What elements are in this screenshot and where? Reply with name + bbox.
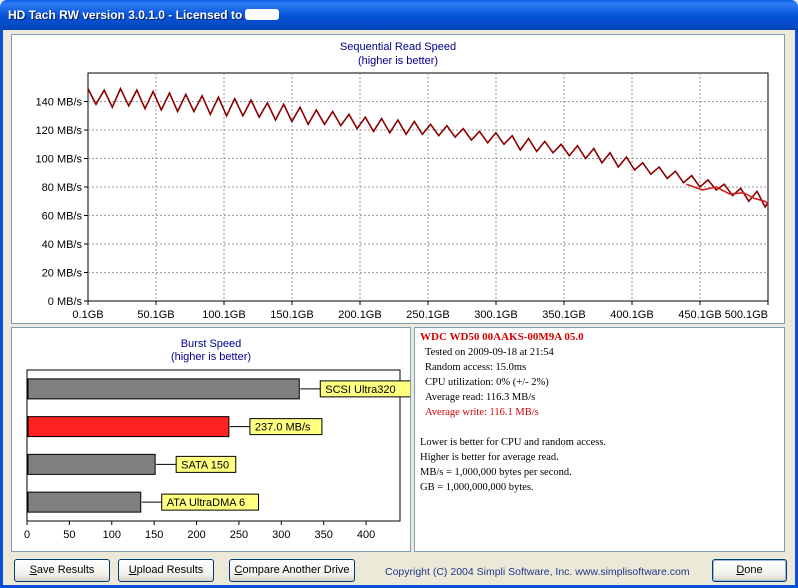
burst-x-tick-label: 50 xyxy=(63,529,75,541)
sequential-chart-title: Sequential Read Speed xyxy=(339,41,457,53)
y-tick-label: 80 MB/s xyxy=(42,182,83,194)
burst-speed-chart: 0 50 100 150 200 250 300 350 400 SCSI Ultra320 237… xyxy=(24,369,410,541)
note-line: Higher is better for average read. xyxy=(420,452,559,463)
save-results-label: ave Results xyxy=(36,564,95,576)
done-hotkey: D xyxy=(736,564,745,576)
random-access: Random access: 15.0ms xyxy=(425,362,527,373)
burst-chart-title: Burst Speed xyxy=(180,338,242,350)
x-tick-label: 450.1GB xyxy=(678,309,721,321)
tested-on: Tested on 2009-09-18 at 21:54 xyxy=(425,347,554,358)
window-frame xyxy=(0,30,798,588)
copyright-text: Copyright (C) 2004 Simpli Software, Inc.… xyxy=(385,566,690,578)
y-tick-label: 20 MB/s xyxy=(42,268,83,280)
window-title: HD Tach RW version 3.0.1.0 - Licensed to xyxy=(8,8,280,22)
write-speed-line xyxy=(686,183,769,205)
cpu-utilization: CPU utilization: 0% (+/- 2%) xyxy=(425,377,549,388)
sequential-read-chart: 0.1GB 50.1GB 100.1GB 150.1GB 200.1GB 250.1GB 3… xyxy=(36,72,769,321)
upload-results-label: pload Results xyxy=(136,564,204,576)
x-tick-label: 350.1GB xyxy=(542,309,585,321)
x-tick-label: 500.1GB xyxy=(725,309,768,321)
average-write: Average write: 116.1 MB/s xyxy=(425,407,539,418)
average-read: Average read: 116.3 MB/s xyxy=(425,392,536,403)
upload-results-button[interactable]: Upload Results xyxy=(118,559,214,582)
reference-bar xyxy=(27,491,142,513)
bar-label: SCSI Ultra320 xyxy=(325,384,395,396)
save-results-hotkey: S xyxy=(29,564,37,576)
y-tick-label: 120 MB/s xyxy=(36,125,83,137)
burst-x-tick-label: 150 xyxy=(145,529,163,541)
read-speed-line xyxy=(87,86,769,209)
x-tick-label: 250.1GB xyxy=(406,309,449,321)
burst-chart-subtitle: (higher is better) xyxy=(170,351,252,363)
bar-label: ATA UltraDMA 6 xyxy=(167,497,245,509)
burst-x-tick-label: 200 xyxy=(187,529,205,541)
compare-hotkey: C xyxy=(234,564,243,576)
bar-label: 237.0 MB/s xyxy=(255,422,311,434)
x-tick-label: 150.1GB xyxy=(270,309,313,321)
drive-info-panel: WDC WD50 00AAKS-00M9A 05.0 Tested on 200… xyxy=(414,327,785,552)
save-results-button[interactable]: Save Results xyxy=(14,559,110,582)
burst-speed-bar xyxy=(27,416,230,438)
drive-name: WDC WD50 00AAKS-00M9A 05.0 xyxy=(420,331,584,343)
done-button[interactable]: Done xyxy=(712,559,787,582)
upload-results-hotkey: U xyxy=(128,564,137,576)
burst-x-tick-label: 0 xyxy=(24,529,30,541)
x-tick-label: 300.1GB xyxy=(474,309,517,321)
reference-bar xyxy=(27,453,156,475)
burst-speed-panel: Burst Speed (higher is better) 0 50 100 150… xyxy=(11,327,411,552)
done-label: one xyxy=(744,564,763,576)
note-line: MB/s = 1,000,000 bytes per second. xyxy=(420,467,572,478)
x-tick-label: 200.1GB xyxy=(338,309,381,321)
x-tick-label: 50.1GB xyxy=(137,309,174,321)
y-tick-label: 0 MB/s xyxy=(48,296,83,308)
burst-x-tick-label: 100 xyxy=(103,529,121,541)
bar-label: SATA 150 xyxy=(181,459,229,471)
burst-x-tick-label: 400 xyxy=(357,529,375,541)
note-line: Lower is better for CPU and random acces… xyxy=(420,437,607,448)
burst-x-tick-label: 250 xyxy=(230,529,248,541)
sequential-chart-subtitle: (higher is better) xyxy=(357,55,439,67)
x-tick-label: 100.1GB xyxy=(202,309,245,321)
compare-label: ompare Another Drive xyxy=(242,564,350,576)
note-line: GB = 1,000,000,000 bytes. xyxy=(420,482,534,493)
x-tick-label: 400.1GB xyxy=(610,309,653,321)
y-tick-label: 60 MB/s xyxy=(42,211,83,223)
y-tick-label: 40 MB/s xyxy=(42,239,83,251)
burst-x-tick-label: 350 xyxy=(315,529,333,541)
x-tick-label: 0.1GB xyxy=(72,309,103,321)
title-bar: HD Tach RW version 3.0.1.0 - Licensed to xyxy=(0,0,798,30)
redacted-name xyxy=(245,9,280,20)
compare-another-drive-button[interactable]: Compare Another Drive xyxy=(229,559,355,582)
reference-bar xyxy=(27,378,300,400)
burst-x-tick-label: 300 xyxy=(272,529,290,541)
y-tick-label: 100 MB/s xyxy=(36,154,83,166)
y-tick-label: 140 MB/s xyxy=(36,97,83,109)
sequential-read-panel: Sequential Read Speed (higher is better)… xyxy=(11,34,785,324)
